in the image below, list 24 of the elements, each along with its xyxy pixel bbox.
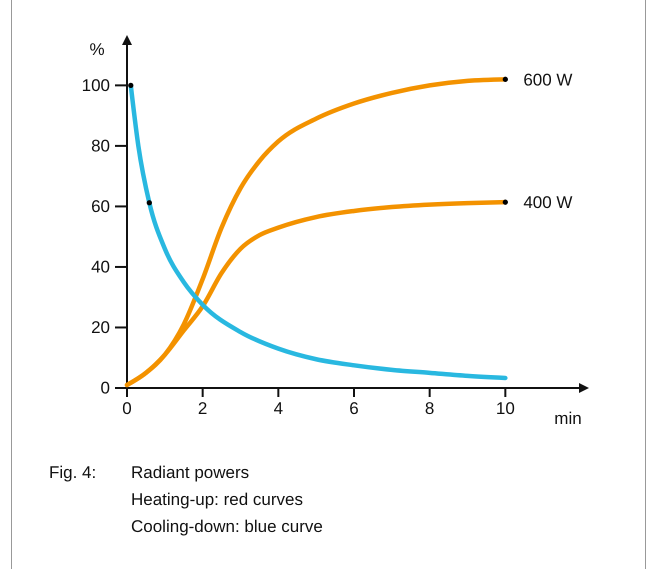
point: [146, 200, 152, 206]
y-tick-label: 60: [91, 196, 110, 216]
caption: Fig. 4:: [49, 463, 96, 482]
text: Heating-up: red curves: [131, 490, 303, 509]
y-axis-title: %: [89, 40, 105, 59]
point: [502, 200, 508, 205]
x-tick-label: 2: [198, 399, 208, 418]
y-tick-label: 40: [91, 257, 110, 276]
y-tick-label: 20: [91, 318, 110, 337]
point: [128, 82, 134, 88]
series-label: 600 W: [523, 70, 572, 90]
x-tick-label: 4: [274, 399, 284, 418]
x-axis-title: min: [554, 409, 582, 428]
point: [502, 76, 508, 82]
x-tick-label: 6: [349, 399, 359, 418]
text: Cooling-down: blue curve: [131, 517, 323, 536]
x-tick-label: 10: [496, 399, 515, 418]
y-tick-label: 0: [100, 378, 110, 398]
series-label: 400 W: [523, 193, 572, 212]
text: Radiant powers: [131, 463, 250, 482]
y-tick-label: 80: [91, 136, 110, 156]
y-tick-label: 100: [82, 76, 110, 95]
x-tick-label: 8: [424, 399, 434, 418]
x-tick-label: 0: [122, 399, 132, 418]
